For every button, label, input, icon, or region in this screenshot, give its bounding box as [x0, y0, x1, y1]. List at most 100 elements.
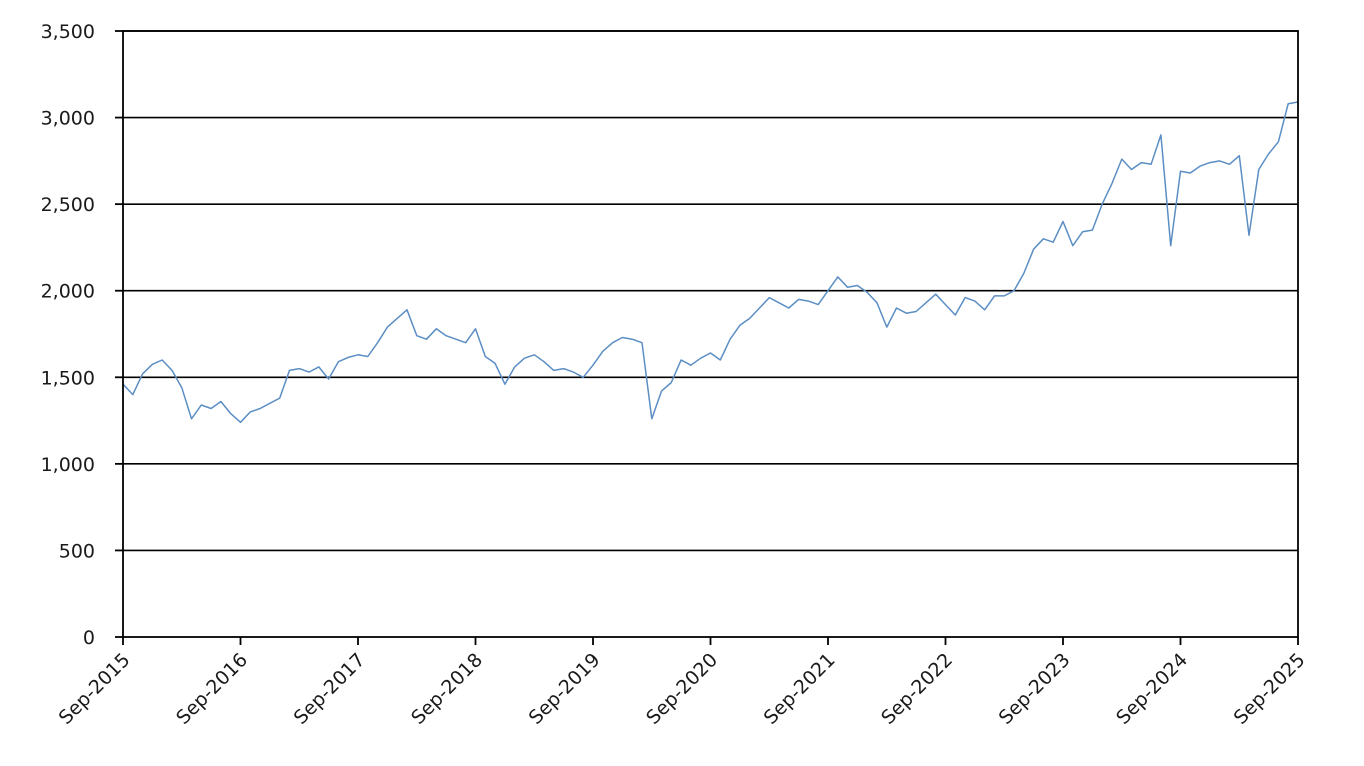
data-point: [435, 328, 437, 330]
x-tick-label: Sep-2021: [760, 649, 840, 729]
y-tick-label: 1,500: [41, 367, 95, 389]
data-point: [866, 291, 868, 293]
series-layer: [122, 101, 1299, 424]
data-point: [768, 296, 770, 298]
data-point: [1101, 203, 1103, 205]
data-point: [357, 354, 359, 356]
data-point: [308, 371, 310, 373]
data-point: [944, 303, 946, 305]
data-point: [1170, 245, 1172, 247]
data-point: [455, 338, 457, 340]
y-tick-label: 3,000: [41, 108, 95, 130]
data-point: [514, 366, 516, 368]
data-point: [1013, 290, 1015, 292]
data-point: [788, 307, 790, 309]
data-point: [1258, 168, 1260, 170]
x-tick-label: Sep-2016: [172, 649, 252, 729]
data-point: [1023, 272, 1025, 274]
data-point: [905, 312, 907, 314]
data-point: [1189, 172, 1191, 174]
data-point: [846, 286, 848, 288]
data-point: [220, 400, 222, 402]
data-point: [1199, 165, 1201, 167]
data-point: [817, 303, 819, 305]
data-point: [161, 359, 163, 361]
x-axis-ticks: [122, 637, 1299, 645]
data-point: [425, 338, 427, 340]
data-point: [1003, 295, 1005, 297]
data-point: [298, 367, 300, 369]
y-tick-label: 2,000: [41, 281, 95, 303]
data-point: [1091, 229, 1093, 231]
data-point: [1042, 238, 1044, 240]
x-tick-label: Sep-2018: [407, 649, 487, 729]
data-point: [141, 373, 143, 375]
data-point: [886, 326, 888, 328]
data-point: [1140, 161, 1142, 163]
data-point: [660, 390, 662, 392]
data-point: [396, 317, 398, 319]
data-point: [230, 412, 232, 414]
data-point: [553, 369, 555, 371]
data-point: [700, 357, 702, 359]
data-point: [1150, 163, 1152, 165]
y-axis-tick-labels: 0 500 1,000 1,500 2,000 2,500 3,000 3,500: [41, 21, 95, 649]
data-point: [376, 342, 378, 344]
data-point: [895, 307, 897, 309]
data-point: [827, 290, 829, 292]
x-tick-label: Sep-2024: [1112, 649, 1192, 729]
data-point: [465, 342, 467, 344]
data-point: [729, 338, 731, 340]
data-point: [954, 314, 956, 316]
axes: [122, 30, 1299, 638]
data-point: [181, 387, 183, 389]
data-point: [1111, 182, 1113, 184]
data-point: [259, 407, 261, 409]
gridlines: [115, 30, 1298, 638]
x-axis-tick-labels: Sep-2015 Sep-2016 Sep-2017 Sep-2018 Sep-2019…: [55, 649, 1310, 729]
data-point: [592, 364, 594, 366]
data-point: [964, 296, 966, 298]
data-point: [974, 300, 976, 302]
data-point: [347, 356, 349, 358]
data-point: [151, 363, 153, 365]
x-tick-label: Sep-2015: [55, 649, 135, 729]
data-point: [279, 397, 281, 399]
data-point: [249, 411, 251, 413]
data-point: [1072, 245, 1074, 247]
data-point: [523, 357, 525, 359]
data-point: [876, 302, 878, 304]
data-point: [719, 359, 721, 361]
y-tick-label: 3,500: [41, 21, 95, 43]
data-point: [709, 352, 711, 354]
data-point: [739, 324, 741, 326]
y-tick-label: 500: [59, 540, 95, 562]
data-point: [690, 364, 692, 366]
plot-frame: [122, 30, 1299, 638]
data-point: [680, 359, 682, 361]
y-tick-label: 1,000: [41, 454, 95, 476]
data-point: [925, 302, 927, 304]
data-point: [445, 335, 447, 337]
data-point: [1179, 170, 1181, 172]
data-point: [210, 407, 212, 409]
data-point: [533, 354, 535, 356]
data-point: [543, 361, 545, 363]
data-point: [132, 393, 134, 395]
data-point: [504, 383, 506, 385]
data-point: [935, 293, 937, 295]
x-tick-label: Sep-2020: [642, 649, 722, 729]
data-point: [1160, 134, 1162, 136]
data-point: [318, 366, 320, 368]
data-point: [1287, 103, 1289, 105]
y-tick-label: 0: [83, 627, 95, 649]
data-point: [327, 378, 329, 380]
data-point: [778, 302, 780, 304]
data-point: [807, 300, 809, 302]
data-point: [562, 367, 564, 369]
series-line: [122, 101, 1299, 424]
data-point: [1209, 161, 1211, 163]
data-point: [1130, 168, 1132, 170]
data-point: [749, 317, 751, 319]
